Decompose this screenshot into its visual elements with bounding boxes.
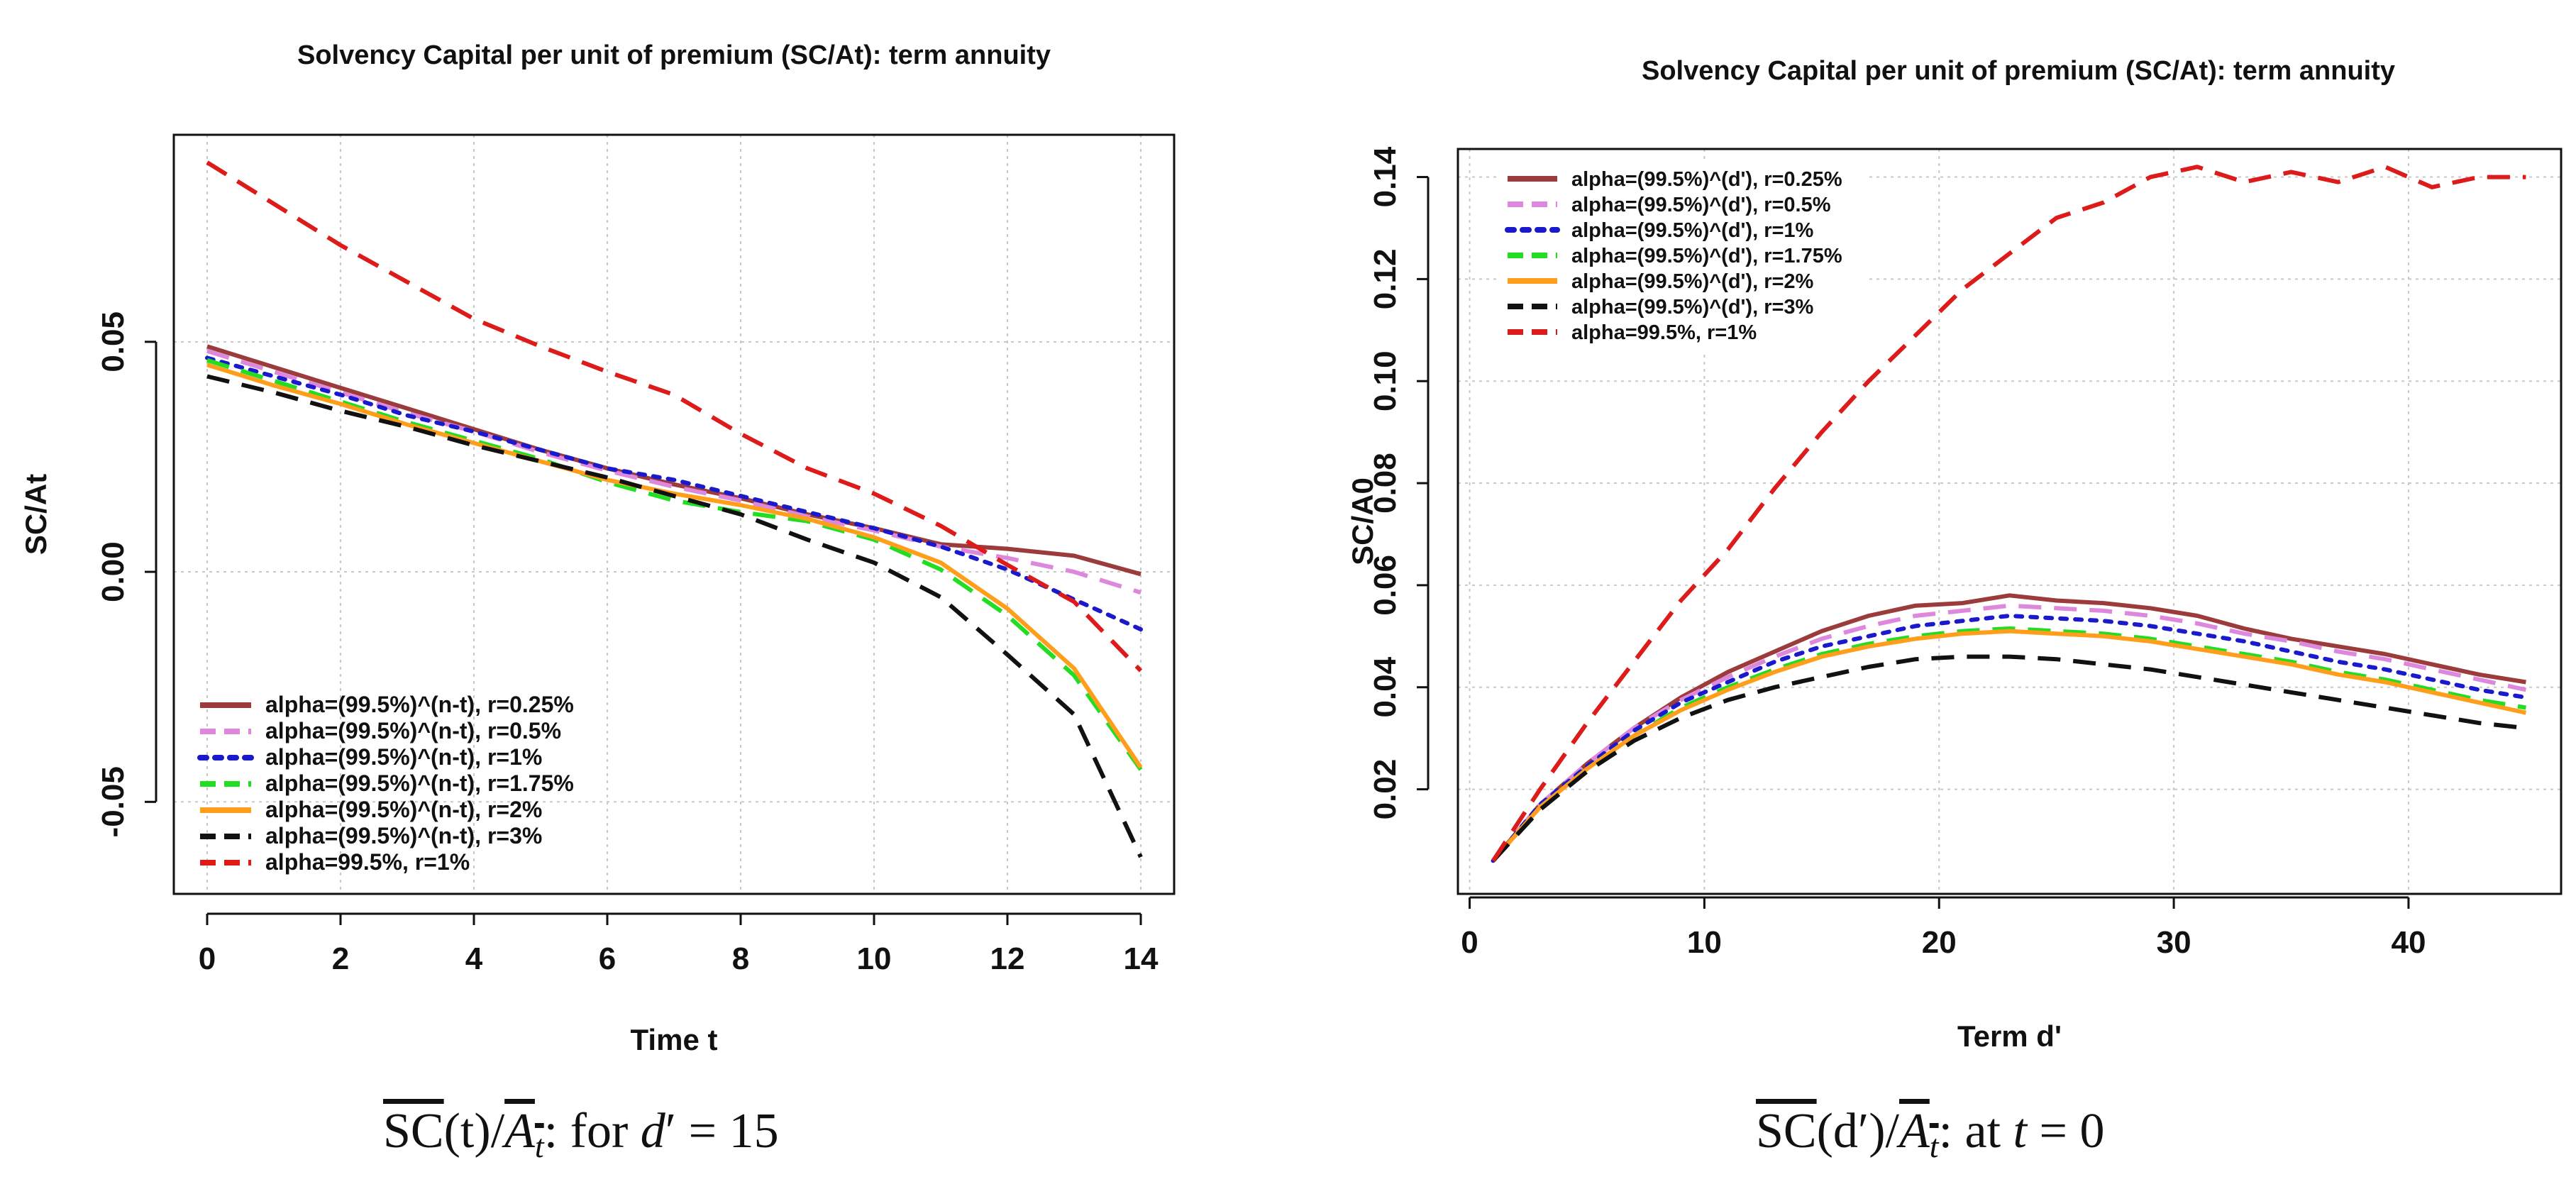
caption-left-a: A <box>504 1104 535 1158</box>
chart1-legend-label-1: alpha=(99.5%)^(d'), r=0.5% <box>1571 194 1831 216</box>
chart0-series-group <box>205 160 1143 858</box>
chart1-series-2 <box>1491 614 2528 863</box>
chart1-y-tick-label-2: 0.06 <box>1368 555 1403 616</box>
caption-right-a-sub: t <box>1929 1128 1939 1164</box>
chart0-x-tick-label-3: 6 <box>599 941 616 976</box>
chart0-legend-label-4: alpha=(99.5%)^(n-t), r=2% <box>265 797 542 822</box>
chart1-y-axis: 0.02 0.04 0.06 0.08 0.10 0.12 0.14 <box>1368 146 1430 820</box>
chart0-x-tick-label-2: 4 <box>465 941 483 976</box>
chart1-x-axis: 0 10 20 30 40 <box>1461 896 2426 960</box>
chart1-x-tick-label-3: 30 <box>2157 925 2191 960</box>
chart0-y-label: SC/At <box>19 474 52 555</box>
chart0-x-tick-label-0: 0 <box>199 941 216 976</box>
caption-left-d: d <box>640 1104 665 1158</box>
chart0-series-0 <box>206 344 1141 577</box>
caption-left-eq: ′ = 15 <box>665 1104 779 1158</box>
caption-right-eq: = 0 <box>2026 1104 2105 1158</box>
chart0-x-tick-label-5: 10 <box>857 941 892 976</box>
chart1-series-6 <box>1491 165 2526 862</box>
chart1-x-tick-label-2: 20 <box>1922 925 1957 960</box>
chart0-x-axis: 0 2 4 6 8 10 12 14 <box>199 912 1159 976</box>
caption-left: SC(t)/At: for d′ = 15 <box>383 1103 779 1165</box>
chart0-series-2 <box>205 355 1143 632</box>
caption-right-tail: : at <box>1938 1104 2013 1158</box>
chart1-legend-label-2: alpha=(99.5%)^(d'), r=1% <box>1571 219 1814 242</box>
chart1-title: Solvency Capital per unit of premium (SC… <box>1642 56 2395 86</box>
caption-right-sc: SC <box>1756 1104 1817 1158</box>
caption-right: SC(d′)/At: at t = 0 <box>1756 1103 2104 1165</box>
chart1-legend: alpha=(99.5%)^(d'), r=0.25% alpha=(99.5%)… <box>1498 163 1867 353</box>
chart1-legend-label-3: alpha=(99.5%)^(d'), r=1.75% <box>1571 245 1842 267</box>
chart1-x-tick-label-0: 0 <box>1461 925 1478 960</box>
chart1-plot-box <box>1456 148 2563 895</box>
chart1-y-label: SC/A0 <box>1346 477 1379 565</box>
chart1-legend-bg <box>1498 163 1867 353</box>
chart1-y-tick-label-1: 0.04 <box>1368 656 1403 717</box>
chart0-x-label: Time t <box>631 1023 718 1056</box>
chart0-y-tick-label-2: 0.05 <box>96 311 131 372</box>
chart0-x-tick-label-6: 12 <box>990 941 1025 976</box>
caption-right-a: A <box>1899 1104 1930 1158</box>
chart1-legend-label-0: alpha=(99.5%)^(d'), r=0.25% <box>1571 168 1842 191</box>
chart1-series-4 <box>1491 629 2527 863</box>
chart-left: Solvency Capital per unit of premium (SC… <box>0 0 1277 1189</box>
chart0-plot-box <box>172 133 1176 895</box>
chart0-title: Solvency Capital per unit of premium (SC… <box>297 40 1051 70</box>
chart0-series-6 <box>206 160 1143 673</box>
chart0-legend-label-5: alpha=(99.5%)^(n-t), r=3% <box>265 823 542 848</box>
chart0-legend-label-2: alpha=(99.5%)^(n-t), r=1% <box>265 744 542 770</box>
caption-right-t: t <box>2013 1104 2027 1158</box>
caption-right-args: (d′)/ <box>1816 1104 1900 1158</box>
chart0-legend-label-3: alpha=(99.5%)^(n-t), r=1.75% <box>265 770 574 796</box>
chart0-y-tick-label-1: 0.00 <box>96 541 131 602</box>
caption-left-args: (t)/ <box>443 1104 505 1158</box>
caption-left-a-sub: t <box>534 1128 544 1164</box>
chart0-series-1 <box>206 348 1141 595</box>
chart1-y-tick-label-5: 0.12 <box>1368 249 1403 310</box>
chart1-legend-label-6: alpha=99.5%, r=1% <box>1571 321 1757 344</box>
chart0-legend: alpha=(99.5%)^(n-t), r=0.25%alpha=(99.5%… <box>197 692 574 875</box>
chart-right: Solvency Capital per unit of premium (SC… <box>1288 0 2576 1189</box>
chart0-x-tick-label-7: 14 <box>1124 941 1159 976</box>
chart0-y-tick-label-0: -0.05 <box>96 766 131 837</box>
chart0-x-tick-label-4: 8 <box>732 941 749 976</box>
caption-left-sc: SC <box>383 1104 444 1158</box>
caption-left-tail: : for <box>543 1104 641 1158</box>
chart1-y-tick-label-0: 0.02 <box>1368 759 1403 820</box>
chart0-legend-label-1: alpha=(99.5%)^(n-t), r=0.5% <box>265 718 561 743</box>
chart-left-svg: Solvency Capital per unit of premium (SC… <box>19 40 1176 1056</box>
chart1-series-1 <box>1491 603 2527 863</box>
chart0-series-3 <box>206 358 1143 771</box>
chart1-y-tick-label-4: 0.10 <box>1368 350 1403 411</box>
chart0-y-axis: -0.05 0.00 0.05 <box>96 311 157 837</box>
chart1-series-3 <box>1491 626 2526 863</box>
chart1-legend-label-5: alpha=(99.5%)^(d'), r=3% <box>1571 296 1814 319</box>
chart1-y-tick-label-3: 0.08 <box>1368 453 1403 514</box>
chart0-x-tick-label-1: 2 <box>332 941 349 976</box>
chart0-series-4 <box>206 363 1143 769</box>
chart0-series-5 <box>206 374 1143 858</box>
chart1-legend-label-4: alpha=(99.5%)^(d'), r=2% <box>1571 270 1814 293</box>
chart0-legend-label-6: alpha=99.5%, r=1% <box>265 849 470 875</box>
chart1-series-5 <box>1491 654 2526 863</box>
chart1-x-tick-label-4: 40 <box>2391 925 2426 960</box>
chart1-x-tick-label-1: 10 <box>1687 925 1722 960</box>
chart0-legend-label-0: alpha=(99.5%)^(n-t), r=0.25% <box>265 692 574 717</box>
chart1-y-tick-label-6: 0.14 <box>1368 146 1403 207</box>
chart1-x-label: Term d' <box>1957 1019 2062 1053</box>
chart1-series-group <box>1491 165 2528 863</box>
chart-right-svg: Solvency Capital per unit of premium (SC… <box>1346 56 2563 1053</box>
